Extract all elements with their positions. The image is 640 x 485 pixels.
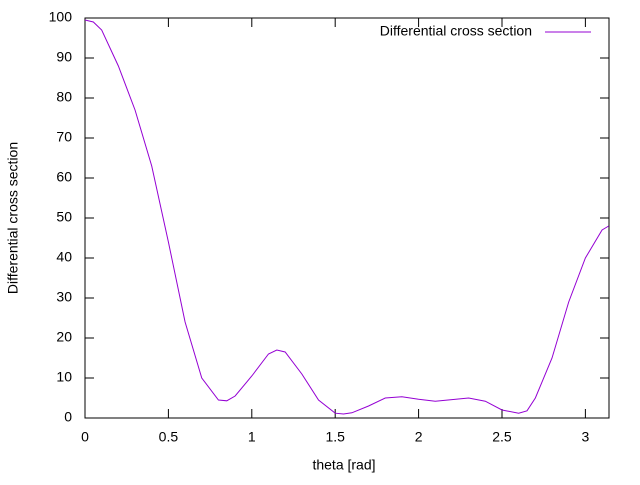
y-tick-label: 20	[56, 329, 72, 345]
y-tick-label: 0	[64, 409, 72, 425]
y-tick-label: 80	[56, 89, 72, 105]
x-tick-label: 3	[581, 429, 589, 445]
y-tick-label: 30	[56, 289, 72, 305]
y-tick-label: 40	[56, 249, 72, 265]
x-tick-label: 1	[248, 429, 256, 445]
x-axis-label: theta [rad]	[312, 457, 375, 473]
y-axis-label: Differential cross section	[5, 142, 21, 294]
x-tick-label: 1.5	[325, 429, 345, 445]
x-tick-label: 0	[81, 429, 89, 445]
x-tick-label: 0.5	[159, 429, 179, 445]
y-tick-label: 60	[56, 169, 72, 185]
y-tick-label: 100	[49, 9, 73, 25]
x-tick-label: 2	[415, 429, 423, 445]
y-tick-label: 50	[56, 209, 72, 225]
y-tick-label: 70	[56, 129, 72, 145]
y-tick-label: 10	[56, 369, 72, 385]
legend-label: Differential cross section	[380, 23, 532, 39]
x-tick-label: 2.5	[492, 429, 512, 445]
data-line	[84, 19, 609, 415]
y-tick-label: 90	[56, 49, 72, 65]
